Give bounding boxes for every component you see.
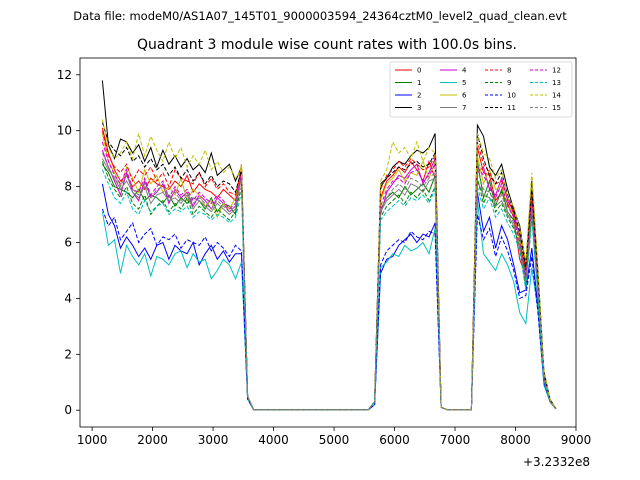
y-tick-label: 8 bbox=[64, 180, 72, 194]
legend-label-5: 5 bbox=[462, 79, 466, 87]
legend-label-0: 0 bbox=[417, 67, 421, 75]
legend-label-13: 13 bbox=[552, 79, 561, 87]
y-tick-label: 4 bbox=[64, 291, 72, 305]
legend-label-4: 4 bbox=[462, 67, 467, 75]
y-tick-label: 0 bbox=[64, 403, 72, 417]
legend-label-7: 7 bbox=[462, 104, 466, 112]
x-tick-label: 2000 bbox=[137, 433, 168, 447]
x-offset-label: +3.2332e8 bbox=[523, 455, 590, 469]
y-tick-label: 2 bbox=[64, 347, 72, 361]
chart-title: Quadrant 3 module wise count rates with … bbox=[137, 37, 517, 53]
series-layer bbox=[101, 80, 557, 411]
legend-label-2: 2 bbox=[417, 92, 421, 100]
legend-label-8: 8 bbox=[507, 67, 511, 75]
legend-label-1: 1 bbox=[417, 79, 421, 87]
y-tick-label: 10 bbox=[57, 124, 72, 138]
x-tick-label: 8000 bbox=[500, 433, 531, 447]
x-tick-label: 4000 bbox=[258, 433, 289, 447]
suptitle: Data file: modeM0/AS1A07_145T01_90000035… bbox=[73, 9, 567, 23]
legend-label-3: 3 bbox=[417, 104, 421, 112]
y-tick-label: 6 bbox=[64, 236, 72, 250]
legend-label-11: 11 bbox=[507, 104, 516, 112]
y-tick-label: 12 bbox=[57, 68, 72, 82]
legend-label-6: 6 bbox=[462, 92, 467, 100]
x-tick-label: 1000 bbox=[77, 433, 108, 447]
legend-label-9: 9 bbox=[507, 79, 511, 87]
legend-label-14: 14 bbox=[552, 92, 561, 100]
series-line-11 bbox=[101, 122, 557, 411]
x-tick-label: 3000 bbox=[198, 433, 229, 447]
x-tick-label: 9000 bbox=[561, 433, 592, 447]
legend-box bbox=[389, 61, 573, 118]
legend-label-15: 15 bbox=[552, 104, 561, 112]
legend-label-12: 12 bbox=[552, 67, 561, 75]
x-tick-label: 6000 bbox=[379, 433, 410, 447]
axes-layer: 1000 2000 3000 4000 5000 6000 7000 8000 9000 0 2 4 6… bbox=[57, 57, 592, 447]
series-line-15 bbox=[101, 152, 557, 411]
legend-label-10: 10 bbox=[507, 92, 516, 100]
x-tick-label: 7000 bbox=[440, 433, 471, 447]
x-tick-label: 5000 bbox=[319, 433, 350, 447]
